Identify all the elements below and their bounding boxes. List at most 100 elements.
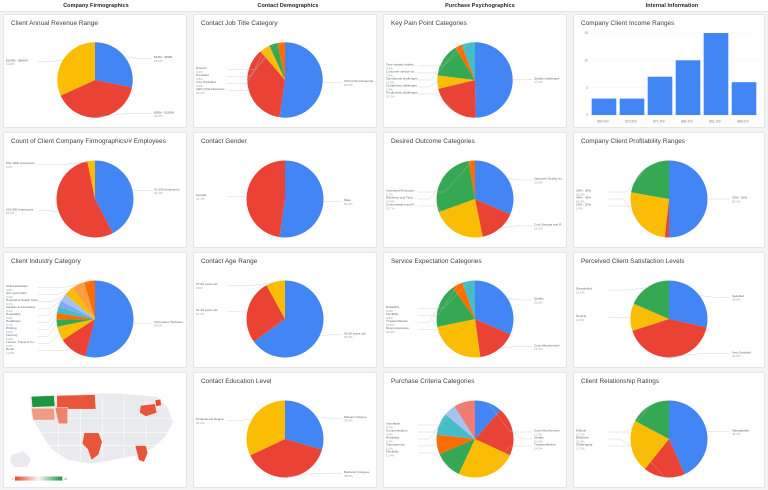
chart-plot-area[interactable]: Improved Quality an...31.5%Cost Savings … bbox=[384, 147, 566, 245]
map-region[interactable] bbox=[135, 446, 148, 462]
bar[interactable] bbox=[648, 77, 673, 115]
chart-title: Company Client Profitability Ranges bbox=[581, 138, 685, 145]
chart-card-company-client-profitability-ranges[interactable]: Company Client Profitability Ranges 25% -… bbox=[573, 132, 765, 248]
pie-slice[interactable] bbox=[631, 192, 670, 237]
pie-slice-percent: 40.0% bbox=[154, 114, 163, 118]
column-header-company-firmographics: Company Firmographics bbox=[0, 0, 192, 11]
map-region[interactable] bbox=[31, 408, 55, 420]
x-axis-tick-label: $84,300 bbox=[681, 120, 693, 124]
pie-leader-line bbox=[499, 226, 532, 228]
pie-slice[interactable] bbox=[475, 42, 513, 117]
pie-slice-percent: 8.0% bbox=[196, 286, 203, 290]
pie-leader-line bbox=[418, 444, 438, 446]
chart-card-contact-job-title-category[interactable]: Contact Job Title Category CFO (Chief Fin… bbox=[193, 14, 377, 128]
pie-slice[interactable] bbox=[95, 42, 133, 87]
pie-slice-percent: 38.5% bbox=[344, 474, 353, 478]
pie-slice[interactable] bbox=[279, 161, 323, 238]
bar[interactable] bbox=[704, 33, 729, 115]
chart-plot-area[interactable]: Information Technolo...54.0%Airlines/Avi… bbox=[4, 267, 186, 365]
pie-slice-percent: 17.5% bbox=[576, 446, 585, 450]
chart-title: Client Relationship Ratings bbox=[581, 378, 659, 385]
pie-leader-line bbox=[38, 323, 57, 336]
map-region[interactable] bbox=[155, 399, 161, 406]
pie-leader-line bbox=[507, 298, 532, 300]
pie-slice-percent: 15.3% bbox=[534, 226, 543, 230]
x-axis-tick-label: $98,000 bbox=[737, 120, 749, 124]
chart-title: Contact Gender bbox=[201, 138, 247, 145]
chart-title: Client Annual Revenue Range bbox=[11, 20, 98, 27]
pie-slice-percent: 65.0% bbox=[344, 335, 353, 339]
pie-leader-line bbox=[228, 311, 248, 312]
pie-slice[interactable] bbox=[280, 42, 323, 117]
chart-cell: Contact Job Title Category CFO (Chief Fin… bbox=[190, 12, 380, 130]
chart-title: Key Pain Point Categories bbox=[391, 20, 467, 27]
column-header-contact-demographics: Contact Demographics bbox=[192, 0, 384, 11]
pie-slice-percent: 11.4% bbox=[386, 453, 395, 457]
chart-card-perceived-client-satisfaction-levels[interactable]: Perceived Client Satisfaction Levels Sati… bbox=[573, 252, 765, 368]
bar[interactable] bbox=[620, 99, 645, 115]
pie-slice-percent: 47.7% bbox=[196, 197, 205, 201]
pie-leader-line bbox=[315, 416, 342, 418]
chart-title: Count of Client Company Firmographics/# … bbox=[11, 138, 166, 145]
pie-slice-percent: 47.0% bbox=[534, 80, 543, 84]
pie-slice-percent: 27.0% bbox=[196, 312, 205, 316]
map-region-alaska bbox=[9, 451, 31, 467]
map-region[interactable] bbox=[31, 396, 55, 408]
map-legend-min: 1 bbox=[11, 477, 13, 481]
bar[interactable] bbox=[676, 60, 701, 115]
pie-leader-line bbox=[706, 431, 730, 432]
pie-slice[interactable] bbox=[247, 161, 286, 238]
pie-leader-line bbox=[38, 310, 58, 323]
chart-card-key-pain-point-categories[interactable]: Key Pain Point Categories Quality challen… bbox=[383, 14, 567, 128]
pie-leader-line bbox=[418, 82, 438, 87]
pie-slice-percent: 31.8% bbox=[6, 62, 15, 66]
x-axis-tick-label: $77,450 bbox=[653, 120, 665, 124]
pie-slice-percent: 28.5% bbox=[732, 298, 741, 302]
chart-title: Company Client Income Ranges bbox=[581, 20, 674, 27]
pie-slice-percent: 18.5% bbox=[576, 290, 585, 294]
pie-leader-line bbox=[38, 350, 73, 351]
pie-leader-line bbox=[512, 431, 532, 439]
chart-plot-area[interactable]: 25% - 30%50.0%30% - 35%22.2%40% - 45%26.… bbox=[574, 147, 764, 245]
chart-title: Purchase Criteria Categories bbox=[391, 378, 474, 385]
pie-slice[interactable] bbox=[669, 161, 708, 238]
bar[interactable] bbox=[732, 82, 757, 115]
pie-slice-percent: 29.5% bbox=[344, 419, 353, 423]
pie-slice-percent: 54.0% bbox=[154, 324, 163, 328]
chart-cell: Perceived Client Satisfaction Levels Sati… bbox=[570, 250, 768, 370]
map-region[interactable] bbox=[57, 395, 96, 410]
bar[interactable] bbox=[592, 99, 617, 115]
chart-card-purchase-criteria-categories[interactable]: Purchase Criteria Categories Cost-effecti… bbox=[383, 372, 567, 488]
chart-title: Perceived Client Satisfaction Levels bbox=[581, 258, 684, 265]
chart-title: Contact Job Title Category bbox=[201, 20, 278, 27]
pie-slice-percent: 32.0% bbox=[196, 421, 205, 425]
chart-card-count-of-client-company-employees[interactable]: Count of Client Company Firmographics/# … bbox=[3, 132, 187, 248]
